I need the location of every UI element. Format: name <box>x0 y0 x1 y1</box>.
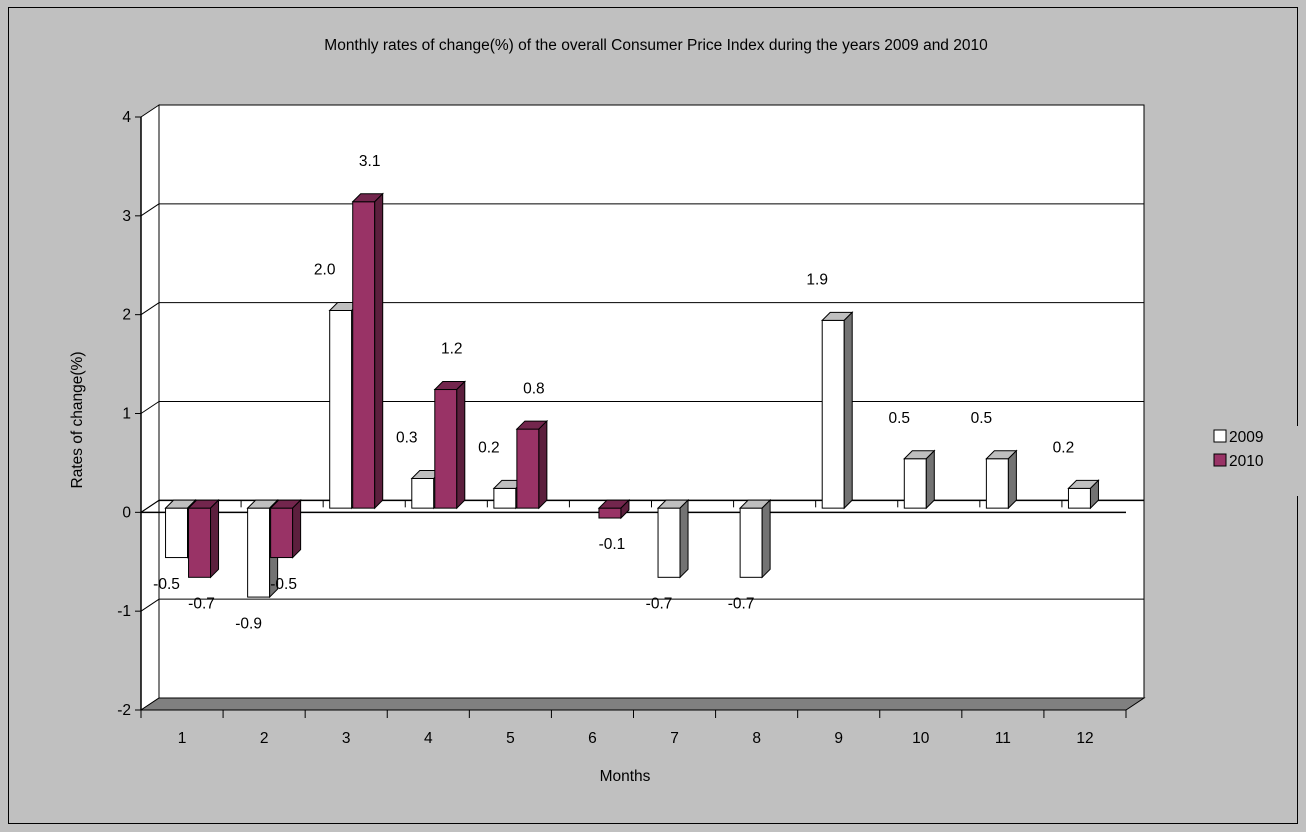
y-tick-label: -1 <box>117 603 131 620</box>
y-tick-label: -2 <box>117 702 131 719</box>
x-tick-label: 8 <box>752 730 761 747</box>
x-tick-label: 12 <box>1076 730 1093 747</box>
bar-front <box>411 477 435 509</box>
bar-front <box>188 507 212 578</box>
legend-label-2009: 2009 <box>1229 429 1263 446</box>
data-label: -0.5 <box>270 576 297 593</box>
data-label: -0.1 <box>599 536 626 553</box>
legend-swatch-2009 <box>1213 429 1227 443</box>
x-tick-label: 9 <box>834 730 843 747</box>
bar-front <box>352 201 376 509</box>
bar-front <box>985 458 1009 509</box>
bar-side <box>761 498 771 579</box>
gridline-side <box>140 302 160 316</box>
bar-front <box>493 487 517 509</box>
bar-2010-4 <box>433 380 466 510</box>
chart-walls <box>139 104 1146 711</box>
bar-front <box>821 319 845 509</box>
y-axis-label: Rates of change(%) <box>69 352 86 489</box>
x-tick-label: 3 <box>342 730 351 747</box>
data-label: 0.2 <box>478 440 500 457</box>
x-tick-label: 2 <box>260 730 269 747</box>
data-label: 0.5 <box>971 410 993 427</box>
data-label: -0.7 <box>728 596 755 613</box>
bar-front <box>270 507 294 559</box>
x-tick-label: 1 <box>178 730 187 747</box>
y-tick-label: 0 <box>122 504 131 521</box>
x-tick-label: 7 <box>670 730 679 747</box>
x-tick-label: 5 <box>506 730 515 747</box>
chart-bars <box>164 192 1100 599</box>
bar-2009-10 <box>903 449 936 510</box>
data-label: 0.5 <box>889 410 911 427</box>
x-axis-label: Months <box>600 768 651 785</box>
chart-svg: Monthly rates of change(%) of the overal… <box>69 37 1299 785</box>
bar-front <box>329 309 353 509</box>
x-tick-label: 11 <box>995 730 1011 747</box>
x-tick-label: 4 <box>424 730 433 747</box>
data-label: 2.0 <box>314 262 336 279</box>
bar-front <box>739 507 763 578</box>
legend-label-2010: 2010 <box>1229 453 1264 470</box>
y-tick-label: 1 <box>122 406 131 423</box>
bar-2009-12 <box>1067 479 1100 510</box>
bar-front <box>516 428 540 509</box>
legend: 2009 2010 <box>1207 426 1299 496</box>
gridline-side <box>140 401 160 414</box>
bar-side <box>374 192 384 510</box>
bar-side <box>538 419 548 510</box>
data-label: -0.5 <box>153 576 180 593</box>
gridline-side <box>140 598 160 612</box>
bar-front <box>657 507 681 578</box>
y-tick-label: 3 <box>122 208 131 225</box>
legend-swatch-2010 <box>1213 453 1227 467</box>
x-tick-label: 6 <box>588 730 597 747</box>
bar-side <box>679 498 689 579</box>
chart-title: Monthly rates of change(%) of the overal… <box>324 37 988 54</box>
chart-frame: Monthly rates of change(%) of the overal… <box>8 7 1299 824</box>
bar-front <box>598 507 622 519</box>
bar-2009-9 <box>821 311 854 510</box>
bar-side <box>292 498 302 559</box>
bar-2009-11 <box>985 449 1018 510</box>
bar-front <box>247 507 271 598</box>
data-label: 0.3 <box>396 430 418 447</box>
bar-front <box>1067 487 1091 509</box>
bar-side <box>620 498 630 520</box>
bar-front <box>165 507 189 559</box>
bar-front <box>434 389 458 509</box>
bar-side <box>925 449 935 510</box>
bar-2010-5 <box>515 419 549 510</box>
bar-front <box>903 458 927 509</box>
bar-2009-8 <box>738 498 772 579</box>
bar-side <box>1089 479 1099 510</box>
data-label: 0.2 <box>1053 440 1075 457</box>
bar-2010-2 <box>269 498 302 559</box>
bar-side <box>456 380 466 510</box>
x-tick-label: 10 <box>912 730 930 747</box>
data-label: 1.9 <box>806 272 828 289</box>
data-label: 0.8 <box>523 380 545 397</box>
zero-side-line <box>140 499 160 513</box>
chart-floor <box>139 697 1146 711</box>
bar-side <box>210 498 220 579</box>
data-labels: -0.5 -0.9 2.0 0.3 0.2 -0.7 -0.7 1.9 0.5 0.5 0.2 -0.… <box>153 153 1074 632</box>
bar-2010-3 <box>351 192 384 510</box>
bar-2009-7 <box>656 498 690 579</box>
gridline-side <box>140 203 160 217</box>
y-tick-label: 2 <box>122 307 131 324</box>
data-label: 3.1 <box>359 153 381 170</box>
bar-2010-1 <box>187 498 220 579</box>
bar-side <box>843 311 853 510</box>
data-label: -0.7 <box>646 596 673 613</box>
data-label: -0.9 <box>235 615 262 632</box>
data-label: 1.2 <box>441 341 463 358</box>
bar-side <box>1007 449 1017 510</box>
bar-2010-6 <box>597 498 631 520</box>
data-label: -0.7 <box>188 596 215 613</box>
y-tick-label: 4 <box>122 109 131 126</box>
